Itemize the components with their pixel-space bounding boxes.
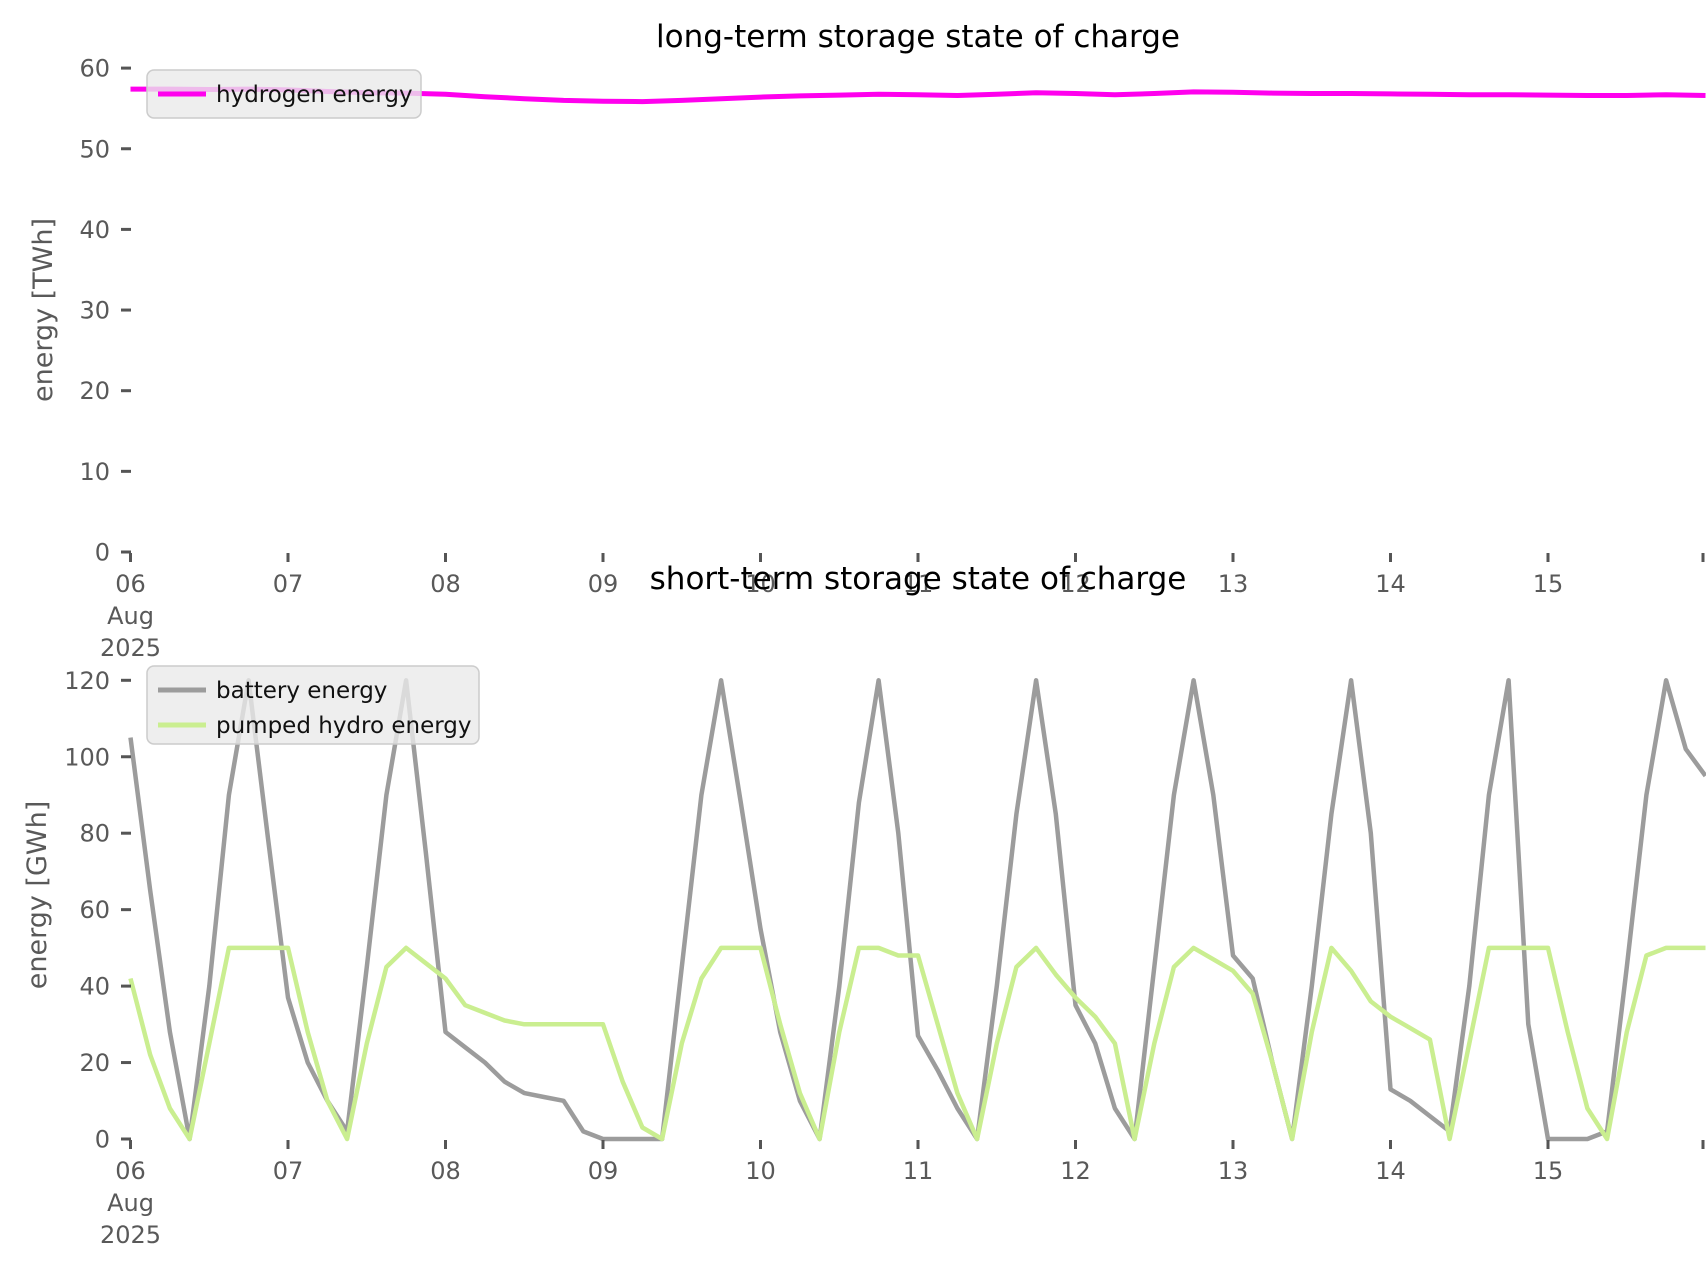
y-tick-label: 60: [79, 55, 110, 83]
y-tick-label: 30: [79, 297, 110, 325]
bottom-chart-legend: battery energy pumped hydro energy: [146, 665, 480, 745]
x-axis-month-label: Aug: [107, 1189, 154, 1217]
legend-box: [146, 69, 422, 119]
y-tick-label: 100: [64, 743, 110, 771]
y-tick-label: 10: [79, 458, 110, 486]
legend-box: [146, 665, 480, 745]
y-tick-label: 20: [79, 1049, 110, 1077]
y-tick-label: 80: [79, 820, 110, 848]
x-tick-label: 13: [1218, 570, 1249, 598]
x-tick-label: 12: [1060, 570, 1091, 598]
top-chart-legend: hydrogen energy: [146, 69, 422, 119]
pumped-hydro-energy-line: [128, 945, 1706, 1142]
legend-pumped-hydro-label: pumped hydro energy: [216, 713, 472, 739]
battery-energy-line: [128, 678, 1706, 1142]
top-chart: 0 10 20 30 40 50 60 06 Aug 2025 07 08 09 10 11 12 13 14 15…: [28, 19, 1706, 662]
x-tick-label: 10: [745, 570, 776, 598]
y-tick-label: 60: [79, 896, 110, 924]
x-axis-year-label: 2025: [100, 634, 161, 662]
bottom-chart-title: short-term storage state of charge: [650, 561, 1187, 597]
top-chart-ylabel: energy [TWh]: [28, 218, 59, 402]
x-tick-label: 06: [115, 570, 146, 598]
x-tick-label: 10: [745, 1157, 776, 1185]
bottom-chart-series: [128, 678, 1706, 1142]
bottom-chart-ylabel: energy [GWh]: [22, 801, 53, 989]
x-axis-month-label: Aug: [107, 602, 154, 630]
legend-hydrogen-label: hydrogen energy: [216, 82, 413, 108]
legend-battery-label: battery energy: [216, 678, 387, 704]
bottom-chart-axes: 0 20 40 60 80 100 120 06 Aug 2025 07 08 09 10 11 12 13 14…: [64, 667, 1705, 1249]
x-tick-label: 08: [430, 1157, 461, 1185]
x-tick-label: 06: [115, 1157, 146, 1185]
x-tick-label: 08: [430, 570, 461, 598]
top-chart-title: long-term storage state of charge: [656, 19, 1180, 55]
x-tick-label: 14: [1375, 1157, 1406, 1185]
y-tick-label: 0: [95, 539, 110, 567]
y-tick-label: 20: [79, 377, 110, 405]
top-chart-axes: 0 10 20 30 40 50 60 06 Aug 2025 07 08 09 10 11 12 13 14 15: [79, 55, 1705, 662]
x-tick-label: 11: [903, 1157, 934, 1185]
y-tick-label: 40: [79, 973, 110, 1001]
y-tick-label: 40: [79, 216, 110, 244]
x-tick-label: 13: [1218, 1157, 1249, 1185]
y-tick-label: 120: [64, 667, 110, 695]
bottom-chart: 0 20 40 60 80 100 120 06 Aug 2025 07 08 09 10 11 12 13 14…: [22, 561, 1706, 1249]
x-axis-year-label: 2025: [100, 1221, 161, 1249]
x-tick-label: 09: [588, 570, 619, 598]
x-tick-label: 11: [903, 570, 934, 598]
y-tick-label: 0: [95, 1126, 110, 1154]
x-tick-label: 07: [273, 570, 304, 598]
x-tick-label: 09: [588, 1157, 619, 1185]
x-tick-label: 15: [1533, 1157, 1564, 1185]
x-tick-label: 15: [1533, 570, 1564, 598]
y-tick-label: 50: [79, 135, 110, 163]
x-tick-label: 07: [273, 1157, 304, 1185]
x-tick-label: 12: [1060, 1157, 1091, 1185]
x-tick-label: 14: [1375, 570, 1406, 598]
